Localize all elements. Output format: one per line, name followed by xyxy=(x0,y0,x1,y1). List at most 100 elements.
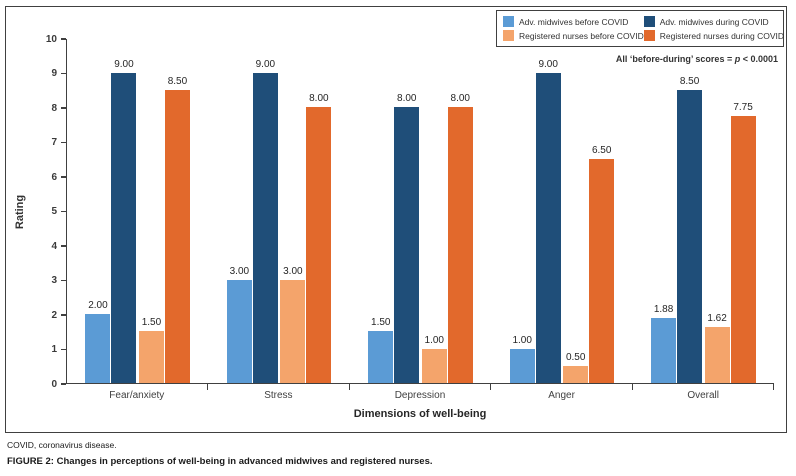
bar-slot: 1.88 xyxy=(651,39,677,383)
bar-value-label: 8.50 xyxy=(167,75,188,87)
bar-3-4 xyxy=(730,115,756,383)
p-value-note: All ‘before-during’ scores = p < 0.0001 xyxy=(616,54,778,64)
bar-group-2: 1.50 8.00 1.00 8.00 xyxy=(350,39,491,383)
y-tick-0: 0 xyxy=(51,377,66,391)
bar-slot: 2.00 xyxy=(85,39,111,383)
bar-2-4 xyxy=(704,327,730,383)
bar-slot: 3.00 xyxy=(226,39,252,383)
bar-value-label: 9.00 xyxy=(255,58,276,70)
y-tick-label: 4 xyxy=(51,240,57,252)
legend-swatch xyxy=(643,16,655,27)
bar-slot: 9.00 xyxy=(252,39,278,383)
y-tick-mark xyxy=(61,210,66,213)
x-axis-title: Dimensions of well-being xyxy=(353,408,487,420)
bar-value-label: 3.00 xyxy=(283,265,303,277)
category-label-4: Overall xyxy=(687,390,720,401)
y-tick-8: 8 xyxy=(51,101,66,115)
legend-item-1: Adv. midwives during COVID xyxy=(643,16,784,27)
bar-slot: 1.50 xyxy=(138,39,164,383)
bar-0-3 xyxy=(509,348,535,383)
bar-3-0 xyxy=(164,89,190,383)
bar-slot: 8.50 xyxy=(164,39,190,383)
bar-slot: 7.75 xyxy=(730,39,756,383)
y-tick-label: 3 xyxy=(51,275,57,286)
bar-3-1 xyxy=(306,107,332,383)
category-label-3: Anger xyxy=(548,390,575,401)
p-value-note-prefix: All ‘before-during’ scores = xyxy=(615,54,735,64)
y-tick-label: 1 xyxy=(51,344,57,355)
y-tick-10: 10 xyxy=(46,32,66,46)
legend-swatch xyxy=(503,16,514,27)
bar-1-0 xyxy=(111,72,137,383)
bar-value-label: 8.00 xyxy=(397,93,417,104)
bar-value-label: 1.00 xyxy=(424,334,444,346)
y-tick-1: 1 xyxy=(51,343,66,357)
y-tick-label: 5 xyxy=(51,206,57,217)
y-tick-label: 2 xyxy=(51,309,57,321)
bar-2-0 xyxy=(138,331,164,383)
bar-2-2 xyxy=(421,348,447,383)
y-tick-mark xyxy=(61,314,66,316)
y-tick-label: 8 xyxy=(51,102,57,114)
legend-swatch xyxy=(503,30,514,41)
bar-groups: 2.00 9.00 1.50 8.50 3.00 9.00 3.00 8.00 1.50 8.00… xyxy=(67,39,774,383)
bar-value-label: 8.00 xyxy=(450,93,470,104)
bar-value-label: 1.00 xyxy=(512,334,532,346)
y-tick-mark xyxy=(61,383,66,385)
bar-value-label: 9.00 xyxy=(114,58,134,70)
bar-0-0 xyxy=(85,314,111,383)
bar-slot: 6.50 xyxy=(589,39,615,383)
bar-value-label: 3.00 xyxy=(229,265,250,277)
bar-value-label: 0.50 xyxy=(565,351,586,363)
bar-slot: 1.50 xyxy=(368,39,394,383)
y-tick-mark xyxy=(61,72,66,75)
bar-slot: 8.00 xyxy=(447,39,473,383)
p-value-note-p: p xyxy=(734,54,741,64)
bar-1-1 xyxy=(252,72,278,383)
y-tick-mark xyxy=(61,107,66,109)
legend-swatch xyxy=(643,30,655,41)
y-tick-5: 5 xyxy=(51,205,66,219)
y-tick-mark xyxy=(61,176,66,178)
figure-caption-text: Changes in perceptions of well-being in … xyxy=(53,456,433,467)
bar-2-1 xyxy=(280,279,306,383)
bar-value-label: 8.00 xyxy=(309,93,329,104)
category-label-2: Depression xyxy=(394,390,446,401)
bar-slot: 8.50 xyxy=(677,39,703,383)
bar-value-label: 1.88 xyxy=(653,304,674,316)
y-tick-6: 6 xyxy=(51,170,66,184)
y-tick-label: 0 xyxy=(51,378,57,390)
bar-slot: 3.00 xyxy=(280,39,306,383)
bar-value-label: 6.50 xyxy=(591,144,612,156)
y-axis-ticks: 0 1 2 3 4 5 6 7 8 9 10 xyxy=(20,34,66,390)
x-tick-3 xyxy=(490,383,492,390)
legend-item-0: Adv. midwives before COVID xyxy=(503,16,644,27)
bar-group-4: 1.88 8.50 1.62 7.75 xyxy=(633,39,774,383)
bar-0-2 xyxy=(368,331,394,383)
figure-caption: FIGURE 2: Changes in perceptions of well… xyxy=(7,456,433,467)
y-tick-label: 6 xyxy=(51,171,57,183)
legend-item-2: Registered nurses before COVID xyxy=(503,30,644,41)
bar-group-3: 1.00 9.00 0.50 6.50 xyxy=(491,39,632,383)
figure-caption-label: FIGURE 2: xyxy=(7,456,54,467)
bar-value-label: 2.00 xyxy=(88,300,108,311)
bar-value-label: 9.00 xyxy=(538,58,558,70)
chart-frame: Adv. midwives before COVID Adv. midwives … xyxy=(5,6,787,433)
legend: Adv. midwives before COVID Adv. midwives … xyxy=(496,10,784,47)
bar-slot: 8.00 xyxy=(394,39,420,383)
y-tick-mark xyxy=(61,279,66,282)
x-tick-2 xyxy=(348,383,350,390)
bar-1-2 xyxy=(394,107,420,383)
x-tick-4 xyxy=(631,383,633,390)
bar-slot: 9.00 xyxy=(111,39,137,383)
bar-group-1: 3.00 9.00 3.00 8.00 xyxy=(208,39,349,383)
y-tick-2: 2 xyxy=(51,308,66,322)
y-tick-3: 3 xyxy=(51,274,66,288)
bar-group-0: 2.00 9.00 1.50 8.50 xyxy=(67,39,208,383)
bar-value-label: 8.50 xyxy=(679,75,700,87)
bar-slot: 1.00 xyxy=(509,39,535,383)
y-tick-label: 9 xyxy=(51,68,57,79)
bar-slot: 9.00 xyxy=(535,39,561,383)
y-tick-label: 7 xyxy=(51,137,57,148)
